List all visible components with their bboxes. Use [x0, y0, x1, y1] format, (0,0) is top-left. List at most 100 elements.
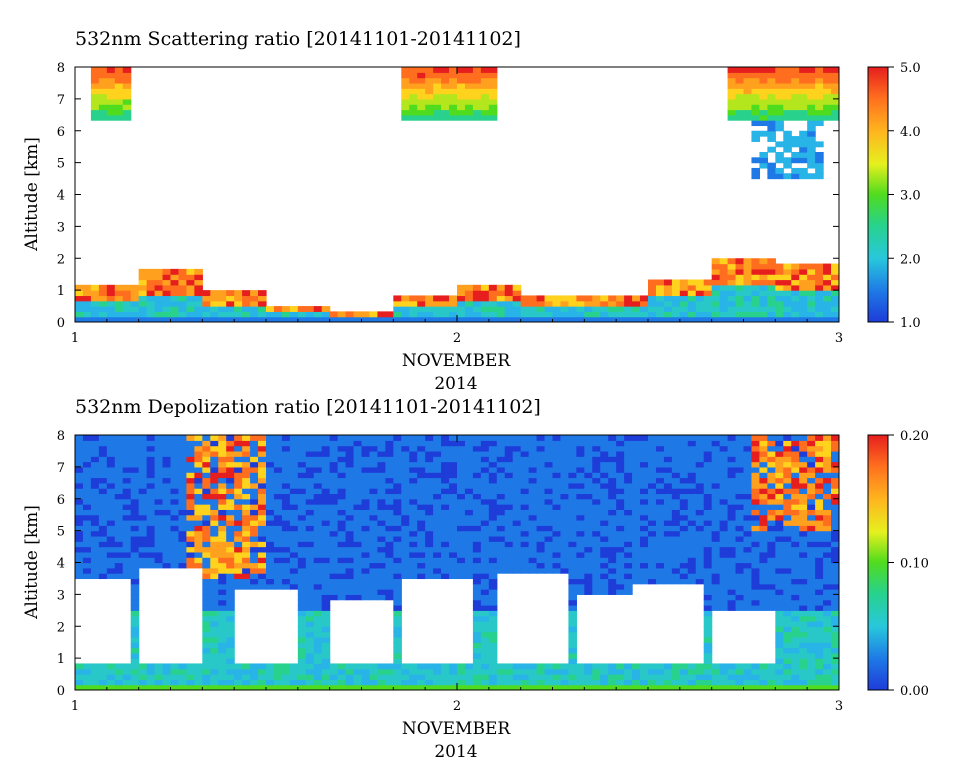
heatmap-cell [759, 109, 768, 116]
heatmap-cell [512, 498, 522, 505]
heatmap-cell [831, 541, 839, 548]
heatmap-cell [695, 316, 705, 322]
heatmap-cell [759, 130, 768, 137]
heatmap-cell [703, 599, 713, 606]
heatmap-cell [305, 456, 315, 463]
heatmap-cell [289, 525, 299, 532]
heatmap-cell [719, 274, 729, 281]
heatmap-cell [767, 525, 776, 532]
heatmap-cell [98, 109, 108, 116]
heatmap-cell [210, 509, 219, 516]
heatmap-cell [536, 472, 546, 479]
heatmap-cell [75, 306, 84, 312]
heatmap-cell [648, 562, 657, 569]
heatmap-cell [305, 562, 315, 569]
heatmap-cell [815, 274, 824, 281]
heatmap-cell [457, 674, 466, 680]
y-tick-label: 2 [57, 252, 65, 267]
heatmap-cell [464, 663, 474, 670]
heatmap-cell [210, 311, 219, 318]
heatmap-cell [250, 562, 259, 569]
heatmap-cell [648, 284, 657, 291]
heatmap-cell [313, 674, 323, 680]
heatmap-cell [687, 445, 697, 452]
heatmap-cell [393, 316, 402, 322]
heatmap-cell [289, 472, 299, 479]
heatmap-cell [823, 679, 832, 686]
heatmap-cell [106, 557, 116, 564]
heatmap-cell [472, 647, 482, 654]
heatmap-cell [616, 520, 625, 526]
heatmap-cell [313, 620, 323, 627]
heatmap-cell [98, 466, 108, 473]
heatmap-cell [472, 67, 482, 73]
heatmap-cell [616, 525, 625, 532]
heatmap-cell [703, 311, 713, 318]
heatmap-cell [266, 488, 275, 495]
heatmap-cell [353, 311, 363, 318]
heatmap-cell [464, 668, 474, 675]
heatmap-cell [162, 488, 172, 495]
heatmap-cell [305, 477, 315, 484]
heatmap-cell [345, 472, 355, 479]
heatmap-cell [823, 626, 832, 633]
heatmap-cell [592, 514, 601, 521]
heatmap-cell [624, 546, 633, 553]
heatmap-cell [576, 525, 585, 532]
heatmap-cell [250, 461, 259, 468]
heatmap-cell [719, 279, 729, 286]
heatmap-cell [273, 674, 283, 680]
heatmap-cell [353, 498, 363, 505]
heatmap-cell [783, 157, 792, 164]
heatmap-cell [520, 530, 530, 537]
heatmap-cell [823, 520, 832, 526]
heatmap-cell [82, 514, 92, 521]
heatmap-cell [520, 551, 530, 558]
heatmap-cell [751, 456, 761, 463]
heatmap-cell [648, 578, 657, 585]
heatmap-cell [496, 488, 506, 495]
heatmap-cell [369, 567, 379, 574]
heatmap-cell [170, 461, 180, 468]
heatmap-cell [568, 530, 577, 537]
heatmap-cell [624, 679, 633, 686]
heatmap-cell [337, 445, 347, 452]
heatmap-cell [815, 610, 824, 617]
heatmap-cell [82, 440, 92, 447]
heatmap-cell [767, 668, 776, 675]
heatmap-cell [281, 504, 291, 510]
heatmap-cell [488, 573, 498, 580]
heatmap-cell [425, 567, 434, 574]
heatmap-cell [632, 482, 641, 489]
heatmap-cell [488, 567, 498, 574]
heatmap-cell [186, 520, 195, 526]
heatmap-cell [528, 477, 538, 484]
heatmap-cell [751, 130, 761, 137]
heatmap-cell [815, 530, 824, 537]
heatmap-cell [480, 647, 490, 654]
heatmap-cell [671, 440, 681, 447]
heatmap-cell [409, 72, 418, 79]
heatmap-cell [321, 658, 331, 665]
heatmap-cell [146, 445, 156, 452]
heatmap-cell [823, 615, 832, 622]
heatmap-cell [281, 541, 291, 548]
heatmap-cell [472, 567, 482, 574]
heatmap-cell [401, 306, 410, 312]
heatmap-cell [369, 674, 379, 680]
heatmap-cell [743, 583, 753, 590]
heatmap-cell [154, 546, 164, 553]
heatmap-cell [146, 674, 156, 680]
heatmap-cell [640, 578, 649, 585]
heatmap-cell [504, 306, 514, 312]
heatmap-cell [671, 311, 681, 318]
heatmap-cell [695, 520, 705, 526]
heatmap-cell [807, 615, 816, 622]
heatmap-cell [449, 482, 458, 489]
heatmap-cell [616, 477, 625, 484]
heatmap-cell [90, 306, 100, 312]
heatmap-cell [305, 530, 315, 537]
heatmap-cell [329, 472, 339, 479]
heatmap-cell [791, 541, 800, 548]
heatmap-cell [735, 466, 745, 473]
